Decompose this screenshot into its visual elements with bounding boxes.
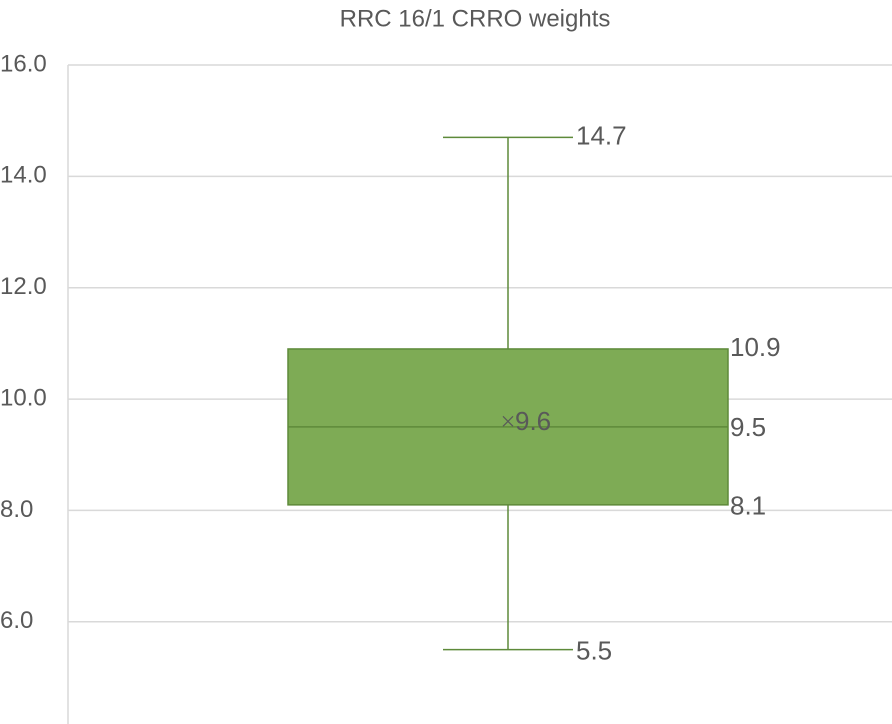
chart-title: RRC 16/1 CRRO weights bbox=[340, 5, 611, 32]
y-tick-label: 8.0 bbox=[0, 496, 33, 523]
data-label: 14.7 bbox=[576, 120, 627, 150]
y-tick-label: 6.0 bbox=[0, 607, 33, 634]
y-tick-label: 16.0 bbox=[0, 50, 47, 77]
data-label: 9.6 bbox=[515, 406, 551, 436]
data-label: 10.9 bbox=[730, 332, 781, 362]
y-tick-label: 14.0 bbox=[0, 162, 47, 189]
y-tick-label: 12.0 bbox=[0, 273, 47, 300]
data-label: 8.1 bbox=[730, 491, 766, 521]
data-label: 9.5 bbox=[730, 412, 766, 442]
y-tick-label: 10.0 bbox=[0, 384, 47, 411]
data-label: 5.5 bbox=[576, 635, 612, 665]
mean-marker bbox=[502, 415, 514, 427]
